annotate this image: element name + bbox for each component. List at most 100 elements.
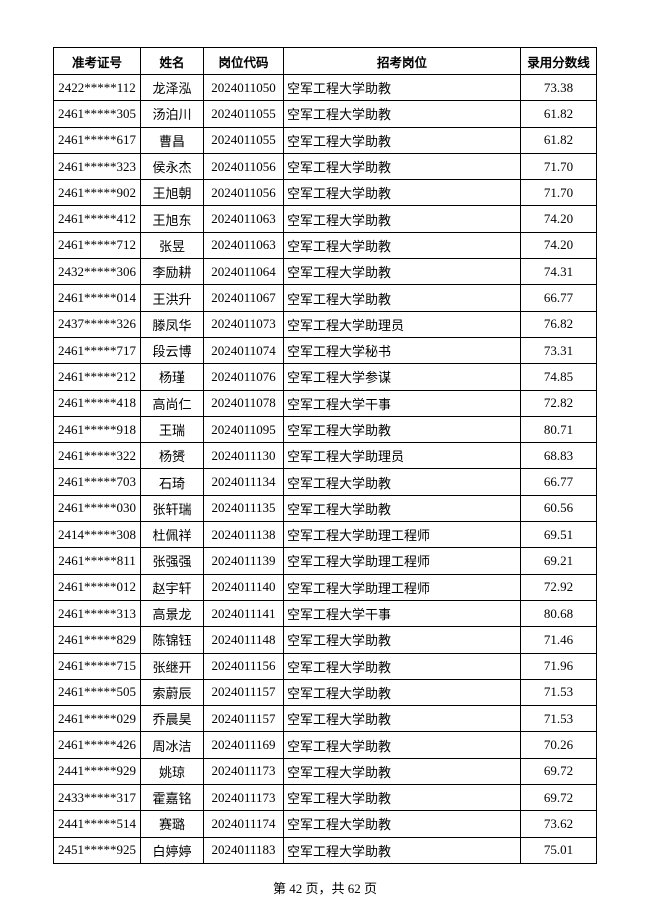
table-row: 2461*****014 王洪升 2024011067 空军工程大学助教 66.77 bbox=[53, 284, 597, 312]
name-cell: 姚琼 bbox=[140, 757, 204, 786]
score-cell: 69.72 bbox=[520, 784, 597, 812]
name-cell: 张轩瑞 bbox=[140, 494, 204, 523]
position-code-cell: 2024011157 bbox=[203, 705, 284, 733]
exam-id-cell: 2461*****305 bbox=[53, 100, 141, 128]
score-cell: 72.82 bbox=[520, 389, 597, 417]
name-cell: 王洪升 bbox=[140, 284, 204, 312]
exam-id-cell: 2461*****426 bbox=[53, 731, 141, 759]
score-cell: 74.20 bbox=[520, 231, 597, 260]
name-cell: 乔晨昊 bbox=[140, 705, 204, 733]
position-code-cell: 2024011183 bbox=[203, 836, 284, 864]
score-cell: 70.26 bbox=[520, 731, 597, 759]
exam-id-cell: 2461*****505 bbox=[53, 678, 141, 707]
table-row: 2461*****323 侯永杰 2024011056 空军工程大学助教 71.70 bbox=[53, 152, 597, 181]
table-row: 2461*****322 杨赟 2024011130 空军工程大学助理员 68.83 bbox=[53, 442, 597, 470]
score-cell: 60.56 bbox=[520, 494, 597, 523]
position-cell: 空军工程大学助教 bbox=[283, 100, 521, 128]
position-cell: 空军工程大学参谋 bbox=[283, 363, 521, 391]
name-cell: 李励耕 bbox=[140, 258, 204, 286]
position-code-cell: 2024011156 bbox=[203, 652, 284, 680]
exam-id-cell: 2461*****829 bbox=[53, 626, 141, 654]
header-position: 招考岗位 bbox=[283, 47, 521, 75]
position-code-cell: 2024011095 bbox=[203, 415, 284, 444]
name-cell: 索蔚辰 bbox=[140, 678, 204, 707]
exam-id-cell: 2461*****617 bbox=[53, 126, 141, 154]
exam-id-cell: 2461*****717 bbox=[53, 336, 141, 365]
position-cell: 空军工程大学助教 bbox=[283, 678, 521, 707]
header-score: 录用分数线 bbox=[520, 47, 597, 75]
score-cell: 66.77 bbox=[520, 468, 597, 496]
position-code-cell: 2024011076 bbox=[203, 363, 284, 391]
name-cell: 侯永杰 bbox=[140, 152, 204, 181]
position-code-cell: 2024011055 bbox=[203, 126, 284, 154]
position-cell: 空军工程大学助教 bbox=[283, 73, 521, 102]
table-row: 2441*****514 赛璐 2024011174 空军工程大学助教 73.62 bbox=[53, 810, 597, 838]
exam-id-cell: 2461*****014 bbox=[53, 284, 141, 312]
score-cell: 74.20 bbox=[520, 205, 597, 233]
score-cell: 69.21 bbox=[520, 547, 597, 575]
position-cell: 空军工程大学助教 bbox=[283, 731, 521, 759]
position-cell: 空军工程大学助教 bbox=[283, 784, 521, 812]
score-cell: 75.01 bbox=[520, 836, 597, 864]
table-row: 2461*****030 张轩瑞 2024011135 空军工程大学助教 60.56 bbox=[53, 494, 597, 523]
name-cell: 王旭东 bbox=[140, 205, 204, 233]
score-cell: 73.31 bbox=[520, 336, 597, 365]
position-code-cell: 2024011141 bbox=[203, 599, 284, 628]
score-cell: 71.70 bbox=[520, 152, 597, 181]
position-cell: 空军工程大学助教 bbox=[283, 468, 521, 496]
name-cell: 高尚仁 bbox=[140, 389, 204, 417]
score-cell: 71.53 bbox=[520, 705, 597, 733]
name-cell: 王瑞 bbox=[140, 415, 204, 444]
exam-id-cell: 2461*****030 bbox=[53, 494, 141, 523]
results-table: 准考证号 姓名 岗位代码 招考岗位 录用分数线 2422*****112 龙泽泓 2… bbox=[53, 47, 597, 864]
name-cell: 张继开 bbox=[140, 652, 204, 680]
score-cell: 61.82 bbox=[520, 126, 597, 154]
table-row: 2432*****306 李励耕 2024011064 空军工程大学助教 74.31 bbox=[53, 258, 597, 286]
name-cell: 杜佩祥 bbox=[140, 521, 204, 549]
table-row: 2461*****902 王旭朝 2024011056 空军工程大学助教 71.70 bbox=[53, 179, 597, 207]
score-cell: 76.82 bbox=[520, 310, 597, 338]
score-cell: 73.38 bbox=[520, 73, 597, 102]
position-code-cell: 2024011074 bbox=[203, 336, 284, 365]
score-cell: 80.68 bbox=[520, 599, 597, 628]
score-cell: 72.92 bbox=[520, 573, 597, 601]
exam-id-cell: 2461*****412 bbox=[53, 205, 141, 233]
position-cell: 空军工程大学干事 bbox=[283, 389, 521, 417]
position-cell: 空军工程大学助理工程师 bbox=[283, 547, 521, 575]
table-row: 2461*****212 杨瑾 2024011076 空军工程大学参谋 74.85 bbox=[53, 363, 597, 391]
position-code-cell: 2024011140 bbox=[203, 573, 284, 601]
table-row: 2461*****426 周冰洁 2024011169 空军工程大学助教 70.26 bbox=[53, 731, 597, 759]
score-cell: 73.62 bbox=[520, 810, 597, 838]
score-cell: 71.53 bbox=[520, 678, 597, 707]
position-code-cell: 2024011063 bbox=[203, 205, 284, 233]
position-code-cell: 2024011050 bbox=[203, 73, 284, 102]
name-cell: 高景龙 bbox=[140, 599, 204, 628]
score-cell: 66.77 bbox=[520, 284, 597, 312]
exam-id-cell: 2441*****929 bbox=[53, 757, 141, 786]
score-cell: 71.70 bbox=[520, 179, 597, 207]
table-row: 2461*****012 赵宇轩 2024011140 空军工程大学助理工程师 72.9… bbox=[53, 573, 597, 601]
score-cell: 74.85 bbox=[520, 363, 597, 391]
position-cell: 空军工程大学助教 bbox=[283, 152, 521, 181]
table-row: 2451*****925 白婷婷 2024011183 空军工程大学助教 75.01 bbox=[53, 836, 597, 864]
position-cell: 空军工程大学助教 bbox=[283, 231, 521, 260]
exam-id-cell: 2461*****418 bbox=[53, 389, 141, 417]
exam-id-cell: 2461*****323 bbox=[53, 152, 141, 181]
name-cell: 汤泊川 bbox=[140, 100, 204, 128]
position-cell: 空军工程大学助教 bbox=[283, 652, 521, 680]
table-row: 2461*****505 索蔚辰 2024011157 空军工程大学助教 71.53 bbox=[53, 678, 597, 707]
name-cell: 白婷婷 bbox=[140, 836, 204, 864]
name-cell: 张强强 bbox=[140, 547, 204, 575]
table-row: 2461*****703 石琦 2024011134 空军工程大学助教 66.77 bbox=[53, 468, 597, 496]
table-row: 2433*****317 霍嘉铭 2024011173 空军工程大学助教 69.72 bbox=[53, 784, 597, 812]
name-cell: 周冰洁 bbox=[140, 731, 204, 759]
position-code-cell: 2024011073 bbox=[203, 310, 284, 338]
position-code-cell: 2024011056 bbox=[203, 179, 284, 207]
table-row: 2461*****918 王瑞 2024011095 空军工程大学助教 80.71 bbox=[53, 415, 597, 444]
position-cell: 空军工程大学助教 bbox=[283, 836, 521, 864]
page-number: 第 42 页，共 62 页 bbox=[272, 881, 377, 896]
position-code-cell: 2024011135 bbox=[203, 494, 284, 523]
name-cell: 石琦 bbox=[140, 468, 204, 496]
position-cell: 空军工程大学助理员 bbox=[283, 310, 521, 338]
table-header-row: 准考证号 姓名 岗位代码 招考岗位 录用分数线 bbox=[53, 47, 597, 75]
